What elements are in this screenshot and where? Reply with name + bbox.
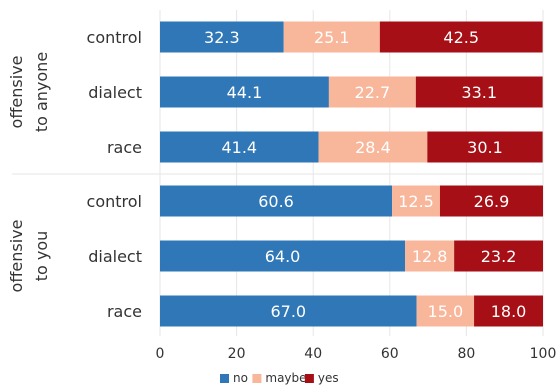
bar-segment-yes	[439, 185, 543, 217]
bar-value-label: 30.1	[467, 138, 503, 157]
bar-segment-yes	[379, 21, 543, 53]
group-label: offensive to anyone	[7, 52, 51, 132]
bar-value-label: 12.5	[398, 192, 434, 211]
bar-value-label: 26.9	[474, 192, 510, 211]
x-tick-label: 100	[530, 346, 557, 362]
x-tick-label: 20	[228, 346, 246, 362]
bar-segment-maybe	[318, 131, 428, 163]
bar-segment-maybe	[283, 21, 380, 53]
category-label: control	[87, 192, 142, 211]
bar-segment-no	[160, 131, 319, 163]
category-label: dialect	[88, 247, 142, 266]
bar-value-label: 41.4	[221, 138, 257, 157]
bar-value-label: 33.1	[461, 83, 497, 102]
bar-value-label: 44.1	[227, 83, 263, 102]
bar-value-label: 60.6	[258, 192, 294, 211]
x-tick-label: 80	[457, 346, 475, 362]
legend-label: yes	[318, 371, 339, 385]
bar-segment-yes	[454, 240, 543, 272]
legend-swatch-yes	[304, 374, 314, 383]
x-tick-label: 40	[304, 346, 322, 362]
bar-segment-no	[160, 240, 406, 272]
category-label: dialect	[88, 83, 142, 102]
group-label-line: offensive	[7, 56, 26, 129]
bar-value-label: 32.3	[204, 28, 240, 47]
bar-value-label: 18.0	[491, 302, 527, 321]
x-tick-label: 0	[156, 346, 165, 362]
bar-segment-maybe	[416, 295, 475, 327]
bar-segment-no	[160, 185, 393, 217]
bar-segment-maybe	[392, 185, 440, 217]
bar-value-label: 22.7	[355, 83, 391, 102]
bar-segment-no	[160, 21, 284, 53]
bar-value-label: 64.0	[265, 247, 301, 266]
legend-swatch-maybe	[252, 374, 262, 383]
category-label: race	[107, 302, 142, 321]
bar-segment-maybe	[405, 240, 455, 272]
legend-swatch-no	[220, 374, 229, 383]
bar-value-label: 15.0	[428, 302, 464, 321]
bar-segment-yes	[415, 76, 543, 108]
bar-value-label: 23.2	[481, 247, 517, 266]
bar-value-label: 42.5	[443, 28, 479, 47]
group-label-line: to anyone	[32, 52, 51, 132]
bar-segment-yes	[427, 131, 543, 163]
category-label: race	[107, 138, 142, 157]
bar-segment-no	[160, 295, 417, 327]
legend-label: no	[233, 371, 248, 385]
bar-value-label: 12.8	[412, 247, 448, 266]
bar-value-label: 25.1	[314, 28, 350, 47]
group-label-line: to you	[32, 231, 51, 282]
bar-segment-yes	[474, 295, 543, 327]
category-label: control	[87, 28, 142, 47]
x-tick-label: 60	[381, 346, 399, 362]
bar-segment-maybe	[328, 76, 416, 108]
group-label: offensive to you	[7, 220, 51, 293]
bar-segment-no	[160, 76, 329, 108]
bar-value-label: 67.0	[270, 302, 306, 321]
bar-value-label: 28.4	[355, 138, 391, 157]
group-label-line: offensive	[7, 220, 26, 293]
legend-label: maybe	[265, 371, 306, 385]
